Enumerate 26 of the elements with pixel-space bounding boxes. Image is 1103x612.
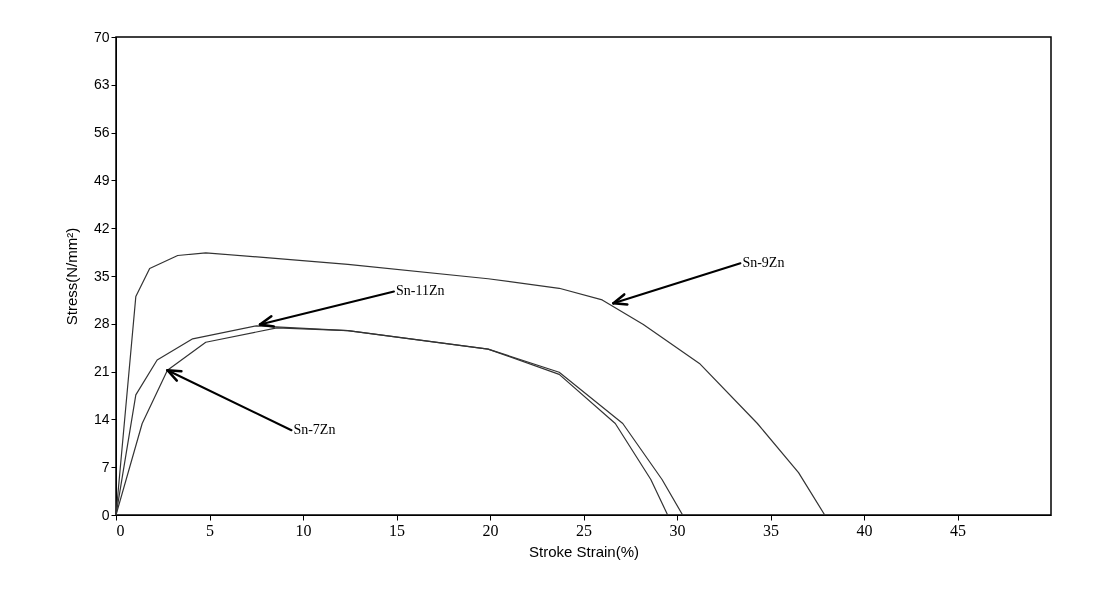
y-tick-label: 0 xyxy=(101,506,110,523)
y-tick-label: 56 xyxy=(93,124,110,141)
x-tick-label: 5 xyxy=(206,521,214,539)
x-tick-label: 15 xyxy=(389,521,405,539)
x-tick-label: 45 xyxy=(950,521,966,539)
annotation: Sn-9Zn xyxy=(742,255,785,271)
y-tick-label: 35 xyxy=(93,267,110,284)
y-tick-label: 14 xyxy=(93,410,110,427)
y-tick-label: 28 xyxy=(93,315,110,332)
x-tick-label: 40 xyxy=(856,521,873,539)
y-tick-label: 42 xyxy=(93,219,110,236)
x-tick-label: 20 xyxy=(482,521,499,539)
x-tick-label: 0 xyxy=(116,521,125,539)
y-tick-label: 70 xyxy=(93,28,110,45)
x-axis-title: Stroke Strain(%) xyxy=(528,542,640,560)
annotation: Sn-7Zn xyxy=(293,422,336,438)
x-tick-label: 30 xyxy=(669,521,686,539)
y-tick-label: 7 xyxy=(101,458,110,475)
y-tick-label: 49 xyxy=(93,171,110,188)
y-tick-label: 63 xyxy=(93,76,110,93)
annotation: Sn-11Zn xyxy=(395,283,445,299)
x-tick-label: 25 xyxy=(576,521,592,539)
y-tick-label: 21 xyxy=(93,363,110,380)
x-tick-label: 35 xyxy=(763,521,779,539)
x-tick-label: 10 xyxy=(295,521,312,539)
y-axis-title: Stress(N/mm²) xyxy=(62,227,80,326)
